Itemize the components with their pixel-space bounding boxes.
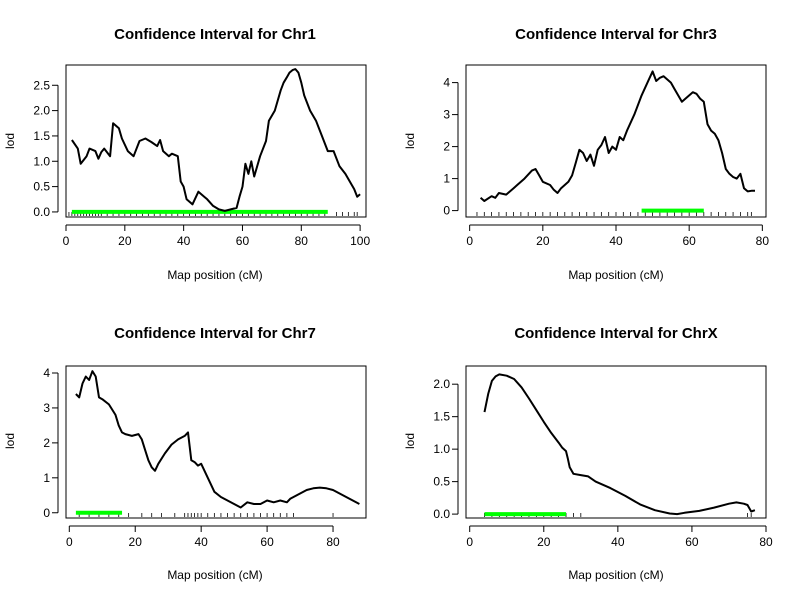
x-tick-label: 40 [611,535,625,549]
lod-curve [479,70,755,202]
plot-area: 0 20 40 60 80 0 1 2 3 4 [443,64,770,248]
x-tick-label: 0 [466,535,473,549]
y-tick-label: 1.5 [433,410,450,424]
panel-chrx: Confidence Interval for ChrX Map positio… [403,325,773,582]
y-tick-label: 3 [43,401,50,415]
y-tick-label: 0.5 [33,180,50,194]
chart-title: Confidence Interval for Chr3 [515,26,717,43]
x-tick-label: 40 [609,234,623,248]
lod-curve [483,373,756,516]
x-tick-label: 0 [466,234,473,248]
y-tick-label: 2 [443,140,450,154]
x-axis-label: Map position (cM) [568,568,663,582]
y-tick-label: 2.0 [433,377,450,391]
y-tick-label: 1.0 [433,442,450,456]
y-tick-label: 1.5 [33,129,50,143]
plot-area: 0 20 40 60 80 100 0.0 0.5 1.0 1.5 2.0 2.5 [33,64,370,248]
x-tick-label: 100 [350,234,370,248]
lod-curve [75,370,360,509]
y-axis-label: lod [3,133,17,149]
y-tick-label: 2.5 [33,78,50,92]
x-tick-label: 60 [260,535,274,549]
plot-frame [465,365,767,519]
y-tick-label: 4 [43,366,50,380]
x-tick-label: 40 [177,234,191,248]
y-tick-label: 0.0 [33,205,50,219]
panel-chr7: Confidence Interval for Chr7 Map positio… [3,325,367,582]
chart-title: Confidence Interval for ChrX [514,325,717,342]
y-tick-label: 2.0 [33,104,50,118]
y-tick-label: 1.0 [33,154,50,168]
plot-frame [465,64,767,218]
panel-chr1: Confidence Interval for Chr1 Map positio… [3,26,370,282]
x-tick-label: 60 [682,234,696,248]
plot-frame [65,365,367,519]
x-tick-label: 60 [685,535,699,549]
y-axis-label: lod [3,433,17,449]
x-tick-label: 20 [537,535,551,549]
x-tick-label: 80 [295,234,309,248]
y-tick-label: 2 [43,436,50,450]
x-axis-label: Map position (cM) [167,268,262,282]
chart-title: Confidence Interval for Chr1 [114,26,316,43]
plot-area: 0 20 40 60 80 0.0 0.5 1.0 1.5 2.0 [433,365,773,549]
y-tick-label: 0.5 [433,475,450,489]
y-axis-label: lod [403,433,417,449]
y-tick-label: 1 [443,172,450,186]
x-axis-label: Map position (cM) [568,268,663,282]
y-tick-label: 4 [443,76,450,90]
x-tick-label: 80 [759,535,773,549]
x-tick-label: 60 [236,234,250,248]
x-tick-label: 20 [536,234,550,248]
y-tick-label: 3 [443,108,450,122]
y-tick-label: 0 [443,204,450,218]
y-tick-label: 0 [43,506,50,520]
x-tick-label: 20 [118,234,132,248]
y-tick-label: 0.0 [433,507,450,521]
plot-frame [65,64,367,218]
y-axis-label: lod [403,133,417,149]
panel-chr3: Confidence Interval for Chr3 Map positio… [403,26,769,282]
x-tick-label: 20 [129,535,143,549]
x-tick-label: 80 [326,535,340,549]
x-tick-label: 80 [756,234,770,248]
y-tick-label: 1 [43,471,50,485]
plot-area: 0 20 40 60 80 0 1 2 3 4 [43,365,367,549]
x-tick-label: 0 [63,234,70,248]
lod-curve [71,68,361,212]
x-tick-label: 0 [66,535,73,549]
chart-title: Confidence Interval for Chr7 [114,325,316,342]
x-axis-label: Map position (cM) [167,568,262,582]
x-tick-label: 40 [194,535,208,549]
